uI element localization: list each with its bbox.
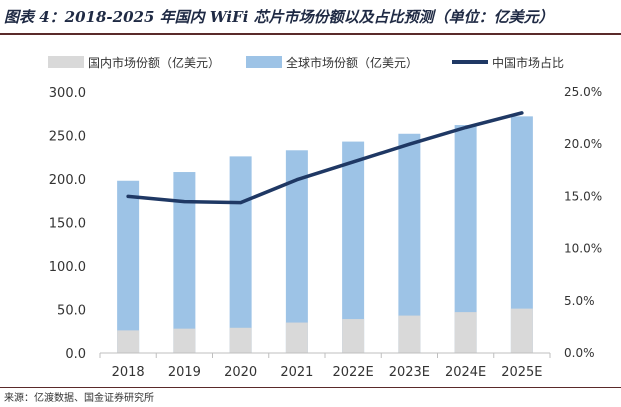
figure-title: 图表 4：2018-2025 年国内 WiFi 芯片市场份额以及占比预测（单位：… xyxy=(4,8,554,26)
bar-domestic-2023E xyxy=(398,315,421,353)
bar-domestic-2021 xyxy=(285,322,308,353)
bar-global-2022E xyxy=(342,141,365,353)
bar-global-2025E xyxy=(510,116,533,353)
line-series-group xyxy=(126,111,524,205)
y-left-tick-label: 0.0 xyxy=(65,347,86,362)
y-right-tick-label: 25.0% xyxy=(564,85,602,99)
y-right-tick-label: 15.0% xyxy=(564,189,602,203)
legend-label-2: 中国市场占比 xyxy=(492,55,564,70)
x-axis: 2018 2019 2020 2021 2022E 2023E 2024E 2025E xyxy=(99,352,551,380)
y-left-tick-label: 50.0 xyxy=(57,304,86,319)
bar-domestic-2020 xyxy=(229,327,252,353)
legend-swatch-0 xyxy=(48,56,84,68)
y-left-tick-label: 200.0 xyxy=(49,173,86,188)
title-divider xyxy=(0,33,621,35)
x-tick-label-2021: 2021 xyxy=(280,365,313,380)
x-tick-label-2023E: 2023E xyxy=(389,365,430,380)
source-note: 来源：亿渡数据、国金证券研究所 xyxy=(4,393,154,404)
chart: 国内市场份额（亿美元） 全球市场份额（亿美元） 中国市场占比 0.0 50.0 100.… xyxy=(48,55,602,380)
bar-series-group xyxy=(117,116,533,353)
bar-domestic-2019 xyxy=(173,328,196,353)
bar-global-2018 xyxy=(117,180,140,353)
y-right-tick-label: 10.0% xyxy=(564,242,602,256)
y-right-tick-label: 0.0% xyxy=(564,346,595,360)
chart-legend: 国内市场份额（亿美元） 全球市场份额（亿美元） 中国市场占比 xyxy=(48,55,564,70)
x-tick-label-2025E: 2025E xyxy=(501,365,542,380)
bar-domestic-2018 xyxy=(117,330,140,353)
x-tick-label-2020: 2020 xyxy=(224,365,257,380)
legend-label-0: 国内市场份额（亿美元） xyxy=(88,55,220,70)
y-left-tick-label: 150.0 xyxy=(49,217,86,232)
bar-global-2024E xyxy=(454,125,477,353)
y-right-tick-label: 5.0% xyxy=(564,294,595,308)
bar-global-2023E xyxy=(398,133,421,353)
legend-swatch-1 xyxy=(246,56,282,68)
y-right-tick-label: 20.0% xyxy=(564,137,602,151)
x-tick-label-2018: 2018 xyxy=(112,365,145,380)
y-left-tick-label: 300.0 xyxy=(49,86,86,101)
x-tick-label-2024E: 2024E xyxy=(445,365,486,380)
y-axis-right: 0.0% 5.0% 10.0% 15.0% 20.0% 25.0% xyxy=(564,85,602,360)
x-tick-label-2022E: 2022E xyxy=(332,365,373,380)
bar-global-2019 xyxy=(173,172,196,353)
y-left-tick-label: 250.0 xyxy=(49,130,86,145)
bar-global-2021 xyxy=(285,150,308,353)
share-line xyxy=(126,111,524,205)
y-left-tick-label: 100.0 xyxy=(49,260,86,275)
x-tick-label-2019: 2019 xyxy=(168,365,201,380)
bar-domestic-2022E xyxy=(342,319,365,353)
y-axis-left: 0.0 50.0 100.0 150.0 200.0 250.0 300.0 xyxy=(49,86,86,362)
bar-global-2020 xyxy=(229,156,252,353)
legend-label-1: 全球市场份额（亿美元） xyxy=(286,55,418,70)
bar-domestic-2024E xyxy=(454,312,477,353)
source-divider xyxy=(0,387,621,388)
bar-domestic-2025E xyxy=(510,308,533,353)
